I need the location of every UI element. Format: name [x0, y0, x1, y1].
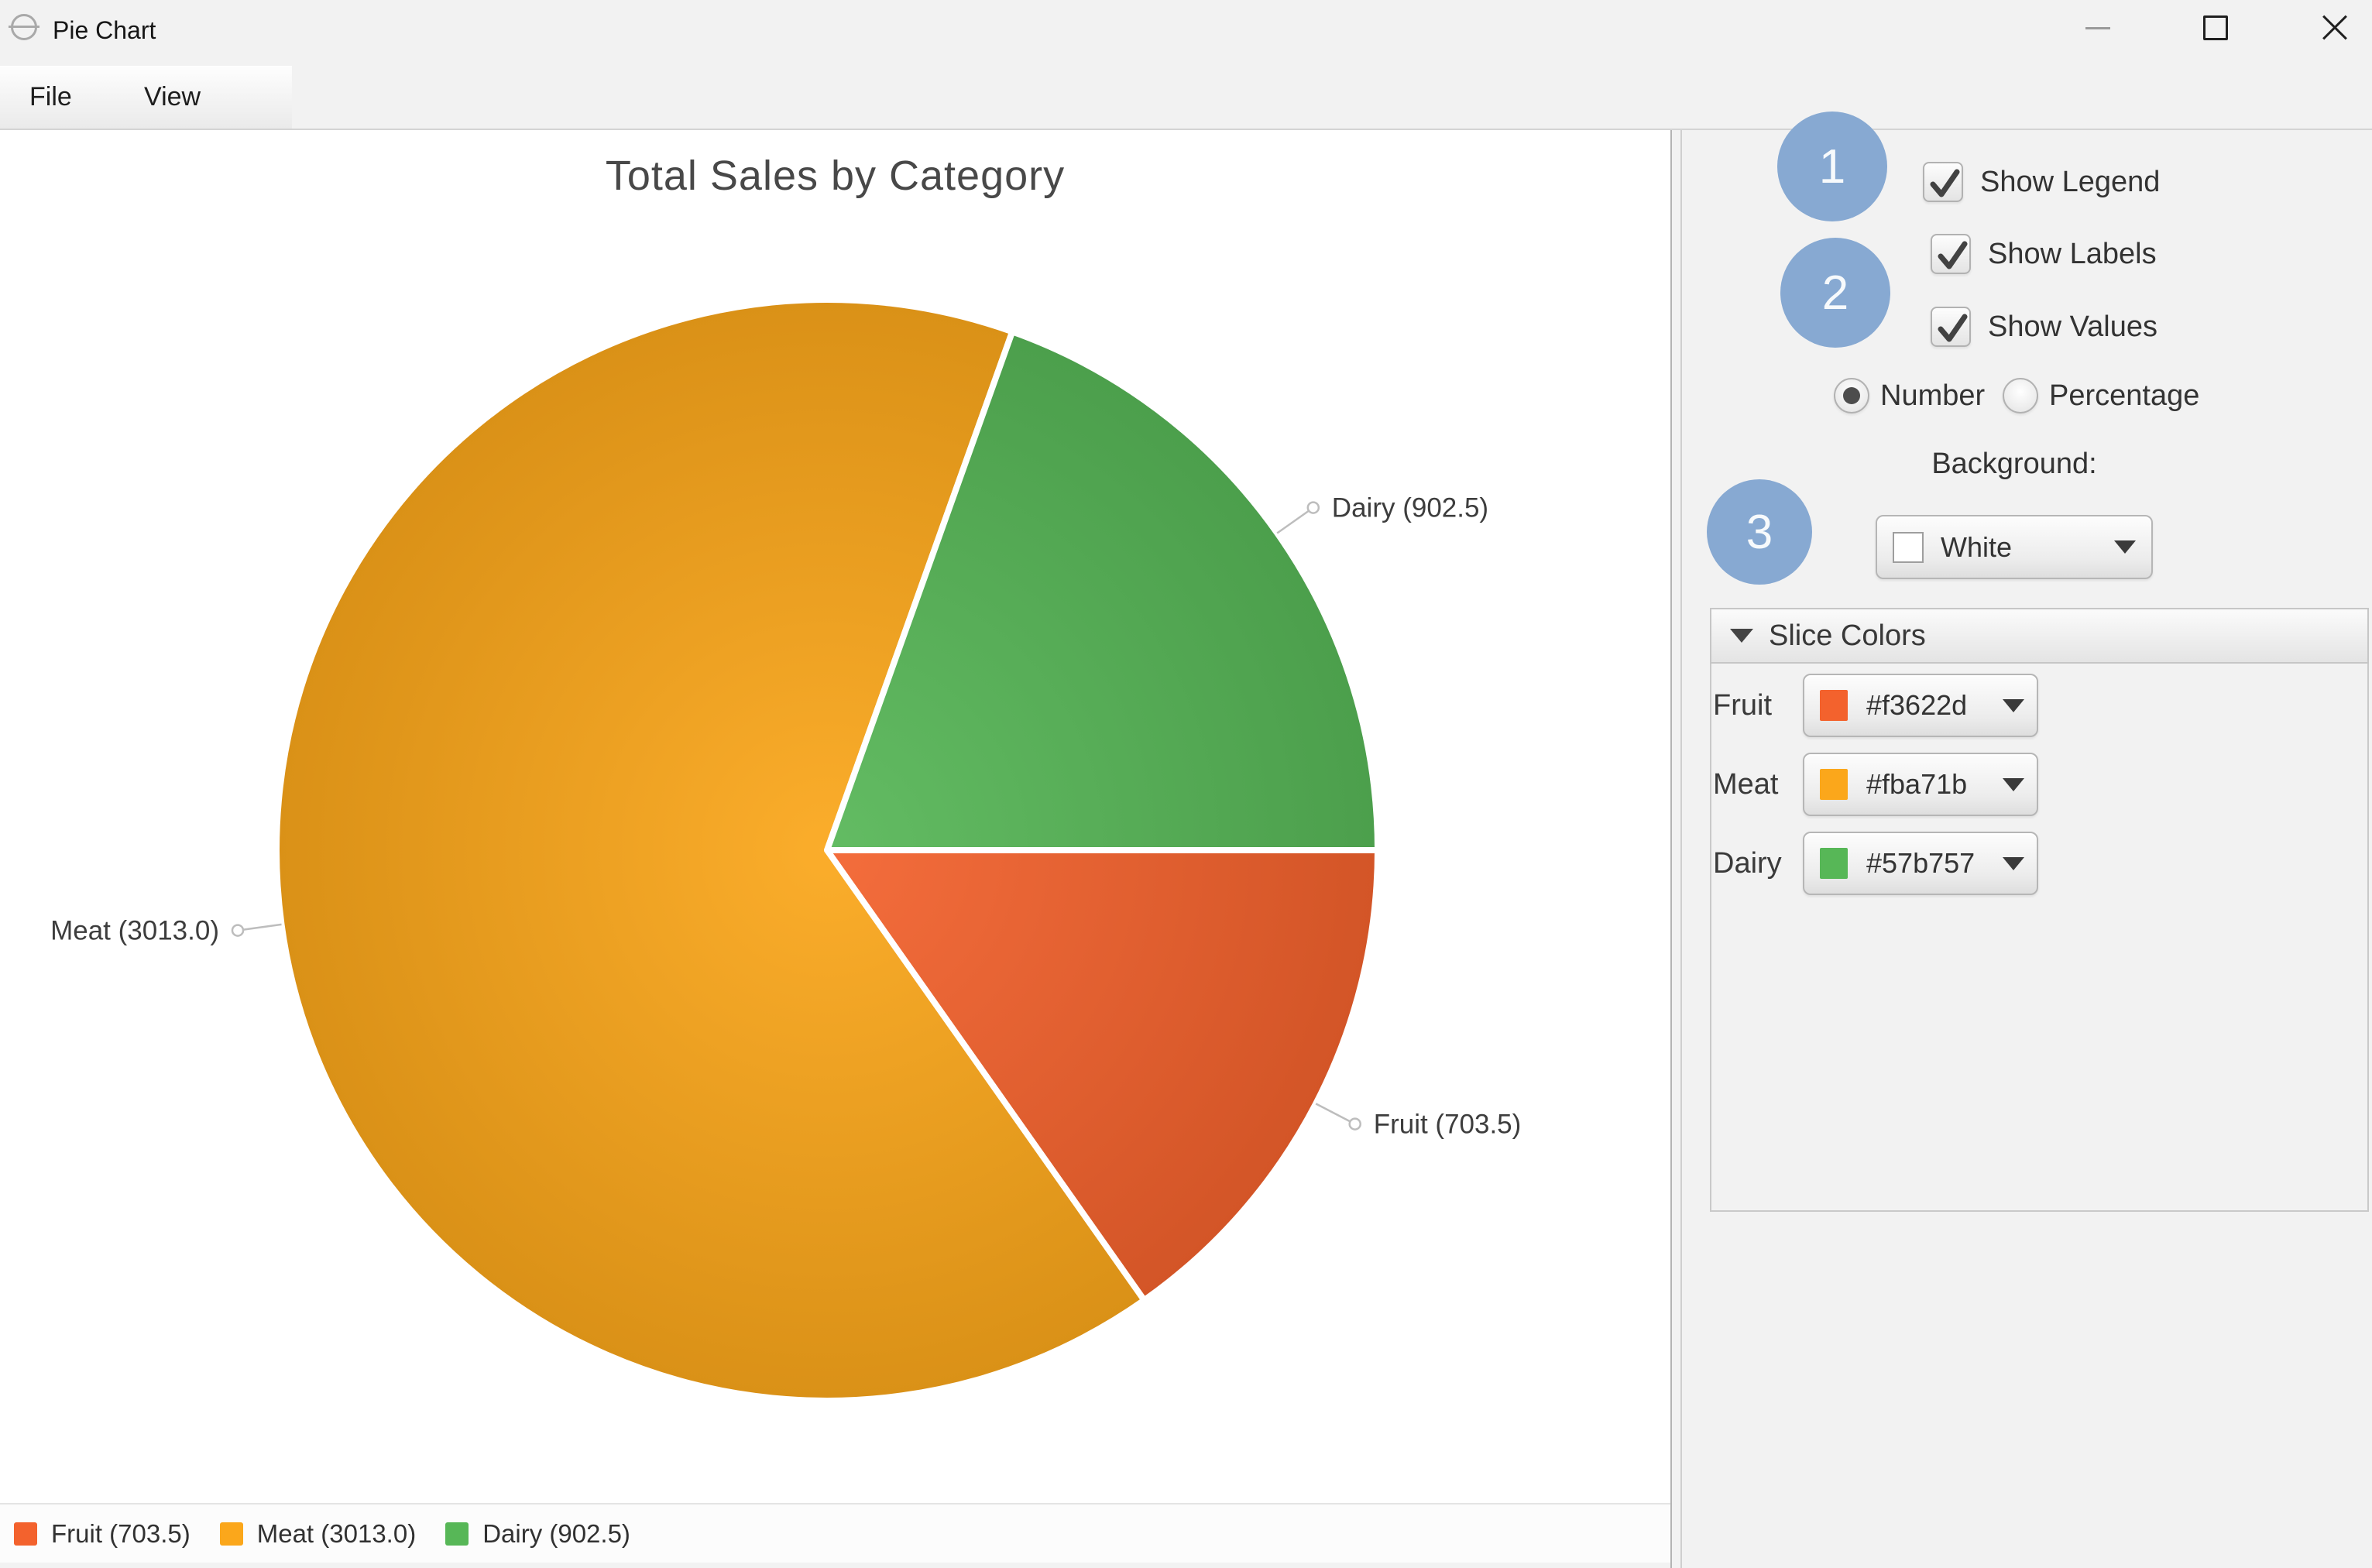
meat-color-swatch: [1820, 769, 1848, 800]
dairy-color-select[interactable]: #57b757: [1803, 832, 2038, 895]
show-values-checkbox[interactable]: [1931, 307, 1971, 347]
panel-separator-inner: [1680, 130, 1682, 1568]
meat-color-value: #fba71b: [1866, 768, 1968, 800]
percentage-radio-label[interactable]: Percentage: [2049, 379, 2200, 412]
radio-dot-icon: [1843, 387, 1860, 404]
chevron-down-icon: [2003, 698, 2024, 712]
maximize-button[interactable]: [2179, 0, 2252, 56]
menu-bar-block: [0, 66, 292, 129]
panel-separator: [1670, 130, 1672, 1568]
menu-file[interactable]: File: [29, 82, 72, 112]
fruit-color-value: #f3622d: [1866, 689, 1968, 721]
label-leader-dot: [231, 924, 245, 937]
background-label: Background:: [1931, 448, 2097, 480]
pie-slice-meat[interactable]: [273, 296, 1148, 1404]
fruit-color-swatch: [1820, 690, 1848, 721]
window-title: Pie Chart: [53, 15, 156, 44]
close-icon: [2321, 14, 2349, 42]
chart-legend: Fruit (703.5) Meat (3013.0) Dairy (902.5…: [0, 1503, 1670, 1563]
label-leader-dot: [1306, 501, 1320, 514]
legend-item: Meat (3013.0): [219, 1518, 417, 1549]
dairy-color-value: #57b757: [1866, 847, 1976, 879]
annotation-badge-3: 3: [1707, 479, 1812, 585]
menu-bar: File View: [0, 66, 2372, 130]
pie-slice-label: Fruit (703.5): [1374, 1110, 1522, 1140]
label-leader-line: [1315, 1103, 1356, 1125]
chevron-down-icon: [2003, 856, 2024, 870]
close-button[interactable]: [2298, 0, 2371, 56]
background-color-swatch: [1893, 531, 1924, 563]
chevron-down-icon: [2114, 540, 2136, 554]
number-radio-label[interactable]: Number: [1880, 379, 1986, 412]
slice-row-label-fruit: Fruit: [1713, 688, 1772, 722]
collapse-arrow-icon: [1730, 629, 1753, 643]
label-leader-dot: [1348, 1117, 1361, 1131]
check-icon: [1930, 169, 1960, 197]
legend-swatch-fruit: [14, 1522, 37, 1546]
number-radio[interactable]: [1834, 378, 1869, 413]
check-icon: [1938, 241, 1968, 269]
pie-chart: Fruit (703.5) Meat (3013.0) Dairy (902.5): [50, 296, 1522, 1404]
label-leader-line: [237, 923, 282, 932]
legend-item: Fruit (703.5): [14, 1519, 191, 1549]
legend-item: Dairy (902.5): [445, 1519, 630, 1549]
chart-area: Total Sales by Category Fruit (703.5) Mea…: [0, 130, 1670, 1563]
show-values-label[interactable]: Show Values: [1988, 310, 2157, 343]
chevron-down-icon: [2003, 777, 2024, 791]
slice-row-label-meat: Meat: [1713, 767, 1779, 801]
chart-title: Total Sales by Category: [605, 153, 1066, 199]
minimize-icon: [2085, 26, 2110, 29]
maximize-icon: [2203, 15, 2228, 40]
background-select-value: White: [1941, 530, 2013, 563]
title-bar: Pie Chart: [0, 0, 2372, 66]
app-icon: [9, 14, 39, 40]
annotation-badge-1: 1: [1777, 112, 1887, 221]
legend-swatch-meat: [219, 1522, 243, 1546]
label-leader-line: [1276, 506, 1314, 534]
legend-label: Fruit (703.5): [51, 1518, 191, 1548]
check-icon: [1938, 314, 1968, 342]
legend-label: Dairy (902.5): [482, 1518, 630, 1548]
slice-colors-header[interactable]: Slice Colors: [1710, 608, 2369, 664]
background-select[interactable]: White: [1876, 515, 2153, 579]
fruit-color-select[interactable]: #f3622d: [1803, 674, 2038, 737]
show-labels-label[interactable]: Show Labels: [1988, 237, 2157, 270]
slice-colors-title: Slice Colors: [1769, 619, 1926, 652]
show-labels-checkbox[interactable]: [1931, 234, 1971, 274]
pie-slice-label: Dairy (902.5): [1332, 493, 1488, 523]
meat-color-select[interactable]: #fba71b: [1803, 753, 2038, 816]
pie-slice-label: Meat (3013.0): [50, 916, 219, 946]
show-legend-label[interactable]: Show Legend: [1980, 165, 2161, 198]
show-legend-checkbox[interactable]: [1923, 162, 1963, 202]
pie-slice-fruit[interactable]: [824, 847, 1381, 1304]
annotation-badge-2: 2: [1780, 238, 1890, 348]
menu-view[interactable]: View: [144, 82, 201, 112]
dairy-color-swatch: [1820, 848, 1848, 879]
legend-label: Meat (3013.0): [256, 1518, 417, 1548]
minimize-button[interactable]: [2061, 0, 2134, 56]
menu-bar-border: [0, 129, 2372, 130]
slice-colors-body: [1710, 664, 2369, 1212]
slice-row-label-dairy: Dairy: [1713, 846, 1782, 880]
legend-swatch-dairy: [445, 1522, 469, 1546]
percentage-radio[interactable]: [2003, 378, 2038, 413]
